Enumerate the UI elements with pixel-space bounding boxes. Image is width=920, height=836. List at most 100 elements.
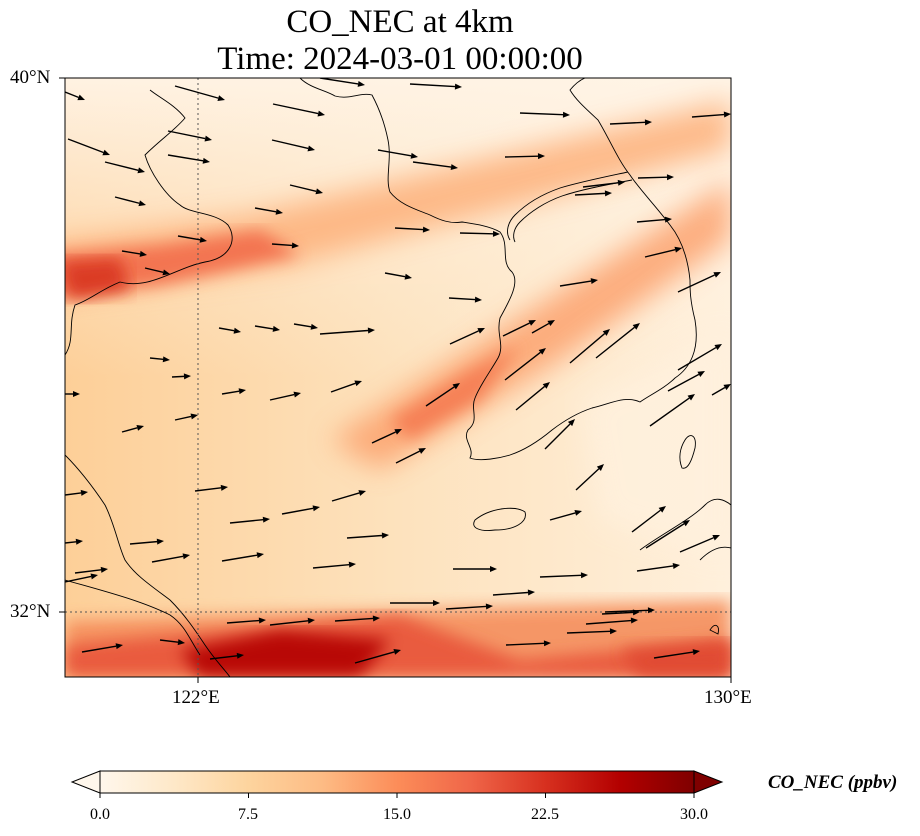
- wind-vector-head: [190, 413, 198, 420]
- wind-vector-head: [692, 649, 700, 656]
- wind-vector-shaft: [269, 620, 309, 626]
- wind-vector-head: [75, 538, 83, 545]
- wind-vector-shaft: [504, 155, 539, 158]
- wind-vector-shaft: [492, 591, 529, 596]
- wind-vector-shaft: [636, 218, 666, 223]
- wind-vector-head: [236, 652, 244, 659]
- wind-vector-shaft: [144, 267, 164, 274]
- wind-vector-head: [666, 174, 674, 181]
- wind-vector-shaft: [74, 569, 102, 574]
- wind-vector-head: [674, 246, 682, 253]
- wind-vector-head: [358, 490, 366, 496]
- wind-vector-head: [723, 384, 731, 391]
- map-frame: [64, 77, 732, 678]
- wind-vector-head: [567, 419, 575, 427]
- wind-vector-shaft: [531, 322, 550, 334]
- lon-label-130e: 130°E: [704, 687, 752, 708]
- lon-label-122e: 122°E: [172, 687, 220, 708]
- wind-vector-shaft: [445, 605, 487, 610]
- wind-vector-shaft: [254, 325, 274, 330]
- wind-vector-shaft: [566, 630, 611, 634]
- wind-vector-head: [315, 188, 323, 195]
- wind-vector-head: [90, 573, 98, 580]
- wind-vector-head: [452, 383, 460, 390]
- wind-vector-shaft: [582, 182, 619, 188]
- lat-label-32n: 32°N: [10, 601, 51, 622]
- wind-vector-head: [115, 643, 123, 650]
- wind-vector-head: [102, 149, 110, 156]
- wind-vector-shaft: [293, 323, 312, 328]
- wind-vector-head: [433, 600, 440, 606]
- wind-vector-shaft: [395, 450, 421, 464]
- wind-vector-head: [204, 135, 212, 142]
- wind-vector-head: [604, 190, 612, 197]
- wind-vector-head: [217, 95, 225, 102]
- axis-ticks: [59, 77, 732, 683]
- wind-vector-shaft: [104, 161, 139, 171]
- wind-vector-shaft: [601, 611, 634, 615]
- wind-vector-head: [156, 538, 164, 545]
- wind-vector-shaft: [677, 346, 717, 371]
- wind-vector-head: [372, 615, 380, 622]
- wind-vector-head: [574, 510, 582, 516]
- wind-vector-head: [220, 484, 228, 491]
- wind-vector-shaft: [65, 541, 77, 544]
- wind-vector-shaft: [167, 154, 204, 162]
- wind-vector-head: [537, 153, 545, 160]
- wind-vector-head: [485, 603, 493, 610]
- wind-vector-head: [632, 323, 640, 330]
- wind-vector-head: [713, 272, 721, 278]
- wind-vector-shaft: [515, 385, 546, 411]
- wind-vector-head: [454, 83, 462, 90]
- wind-vector-head: [492, 230, 500, 237]
- wind-vector-head: [272, 325, 280, 332]
- wind-vector-head: [422, 226, 430, 233]
- wind-vector-shaft: [394, 227, 424, 231]
- wind-vector-head: [256, 552, 264, 559]
- wind-vector-shaft: [221, 390, 240, 395]
- wind-vector-head: [238, 388, 246, 395]
- wind-vector-head: [317, 110, 325, 117]
- wind-vector-shaft: [114, 196, 140, 204]
- wind-vector-shaft: [65, 575, 92, 583]
- wind-vector-head: [644, 119, 652, 126]
- wind-vector-shaft: [65, 91, 79, 99]
- wind-vector-shaft: [504, 351, 541, 381]
- wind-vector-head: [562, 111, 570, 118]
- wind-vector-shaft: [637, 176, 668, 179]
- wind-vector-head: [348, 561, 356, 568]
- wind-vector-head: [664, 216, 672, 223]
- wind-vector-head: [712, 534, 720, 541]
- wind-vector-shaft: [377, 149, 412, 157]
- colorbar-gradient: [100, 771, 694, 793]
- wind-vector-head: [547, 320, 555, 327]
- wind-vector-shaft: [254, 207, 277, 213]
- wind-vector-head: [602, 329, 610, 336]
- wind-vector-head: [687, 394, 695, 401]
- wind-vector-head: [183, 373, 191, 380]
- wind-vector-shaft: [412, 161, 452, 168]
- wind-vector-shaft: [371, 431, 396, 444]
- wind-vector-shaft: [644, 248, 676, 258]
- wind-vector-head: [139, 250, 147, 257]
- wind-vector-head: [617, 179, 625, 186]
- wind-vector-shaft: [691, 113, 725, 118]
- wind-vector-shaft: [271, 243, 293, 247]
- wind-vector-head: [73, 391, 80, 397]
- wind-vector-shaft: [167, 130, 206, 140]
- wind-vector-shaft: [194, 487, 222, 492]
- wind-vector-head: [293, 391, 301, 398]
- wind-vector-head: [697, 371, 705, 377]
- wind-vector-shaft: [653, 651, 694, 659]
- wind-vector-shaft: [269, 393, 295, 401]
- colorbar-extend-min: [70, 770, 101, 794]
- wind-vector-head: [528, 320, 536, 326]
- wind-vector-head: [580, 572, 588, 579]
- wind-vector-shaft: [226, 619, 260, 624]
- wind-vector-head: [80, 489, 88, 496]
- wind-vector-shaft: [272, 103, 319, 115]
- wind-vector-shaft: [595, 326, 635, 359]
- wind-vector-shaft: [209, 655, 238, 660]
- wind-vector-shaft: [65, 492, 82, 496]
